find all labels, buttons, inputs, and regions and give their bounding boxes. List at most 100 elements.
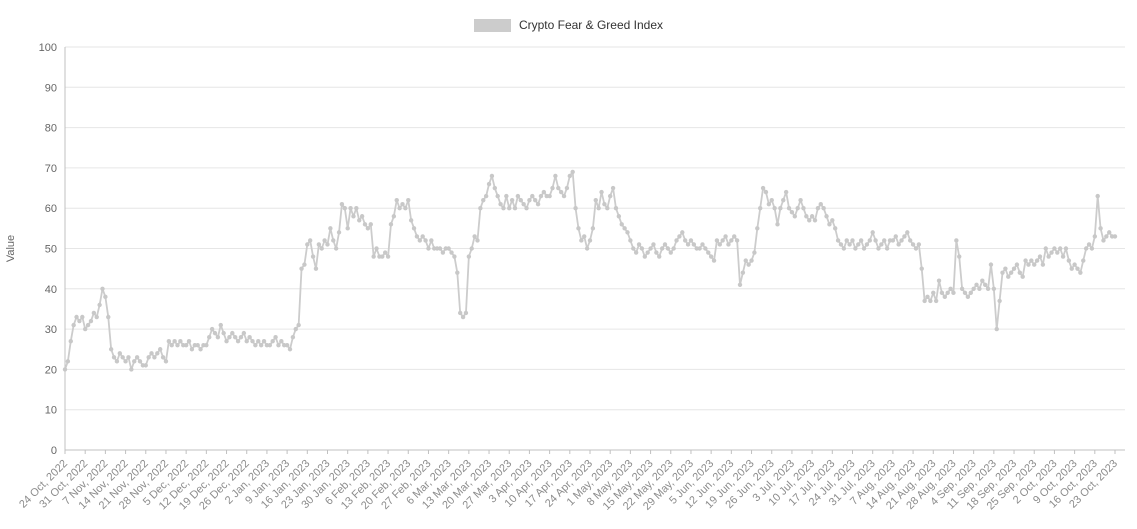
data-point <box>466 254 472 259</box>
data-point <box>287 347 293 352</box>
data-point <box>504 193 509 199</box>
data-point <box>957 254 962 259</box>
data-point <box>1092 234 1098 239</box>
data-point <box>515 193 521 199</box>
data-point <box>807 218 812 223</box>
data-point <box>241 330 247 336</box>
data-point <box>873 238 878 243</box>
data-point <box>954 238 959 243</box>
data-point <box>980 278 985 283</box>
data-point <box>948 286 953 291</box>
data-point <box>639 246 645 251</box>
y-tick-label: 0 <box>51 445 57 457</box>
data-point <box>235 338 241 344</box>
data-point <box>659 246 665 251</box>
data-point <box>631 246 636 251</box>
data-point <box>706 250 711 255</box>
data-point <box>680 230 685 235</box>
data-point <box>495 193 500 199</box>
data-point <box>218 322 223 328</box>
data-point <box>1107 230 1112 235</box>
data-point <box>362 222 368 227</box>
data-point <box>114 359 120 364</box>
data-point <box>224 338 229 344</box>
data-point <box>359 214 365 219</box>
data-point <box>368 222 373 227</box>
data-point <box>258 343 264 348</box>
y-tick-label: 20 <box>45 364 57 376</box>
data-point <box>351 214 356 219</box>
data-point <box>357 218 362 223</box>
data-point <box>186 338 192 344</box>
data-point <box>97 302 102 308</box>
data-point <box>1037 254 1043 259</box>
data-point <box>619 222 624 227</box>
data-point <box>403 206 408 211</box>
data-point <box>512 206 518 211</box>
data-point <box>893 234 898 239</box>
data-point <box>907 238 913 243</box>
data-point <box>429 238 434 243</box>
data-point <box>1101 238 1106 243</box>
data-point <box>80 314 85 320</box>
data-point <box>832 226 838 231</box>
data-point <box>541 189 547 195</box>
data-point <box>212 330 218 336</box>
data-point <box>763 189 769 195</box>
data-point <box>838 242 844 247</box>
data-point <box>163 359 169 364</box>
data-point <box>645 250 650 255</box>
data-point <box>238 334 244 340</box>
data-point <box>801 206 806 211</box>
data-point <box>380 254 385 259</box>
data-point <box>882 238 887 243</box>
data-point <box>674 238 679 243</box>
data-point <box>307 238 313 243</box>
data-point <box>573 206 578 211</box>
data-point <box>636 242 642 247</box>
data-point <box>215 334 221 340</box>
data-point <box>599 189 604 195</box>
data-point <box>913 246 919 251</box>
data-point <box>1066 258 1072 263</box>
data-point <box>671 246 676 251</box>
legend[interactable]: Crypto Fear & Greed Index <box>0 18 1137 32</box>
data-point <box>160 355 166 360</box>
data-point <box>605 206 610 211</box>
data-point <box>423 238 428 243</box>
y-tick-label: 30 <box>45 324 57 336</box>
data-point <box>394 197 399 203</box>
data-point <box>613 206 619 211</box>
data-point <box>518 197 523 203</box>
data-point <box>576 226 581 231</box>
data-point <box>933 298 939 304</box>
data-point <box>951 290 956 296</box>
data-point <box>509 197 515 203</box>
data-point <box>732 234 737 239</box>
data-point <box>757 206 763 211</box>
data-point <box>988 262 994 267</box>
data-point <box>616 214 622 219</box>
data-point <box>729 238 734 243</box>
data-point <box>815 206 821 211</box>
data-point <box>959 286 965 291</box>
data-point <box>313 266 319 271</box>
data-point <box>775 222 780 227</box>
data-point <box>1003 266 1008 271</box>
data-point <box>1008 270 1014 275</box>
data-point <box>483 193 489 199</box>
data-point <box>668 250 673 255</box>
data-point <box>564 185 570 191</box>
data-point <box>406 197 411 203</box>
data-point <box>778 206 783 211</box>
data-point <box>62 367 68 372</box>
data-point <box>824 214 829 219</box>
data-point <box>579 238 584 243</box>
data-point <box>925 294 930 300</box>
data-point <box>867 238 873 243</box>
data-point <box>922 298 927 304</box>
data-point <box>607 193 613 199</box>
data-point <box>734 238 740 243</box>
y-tick-label: 40 <box>45 284 57 296</box>
